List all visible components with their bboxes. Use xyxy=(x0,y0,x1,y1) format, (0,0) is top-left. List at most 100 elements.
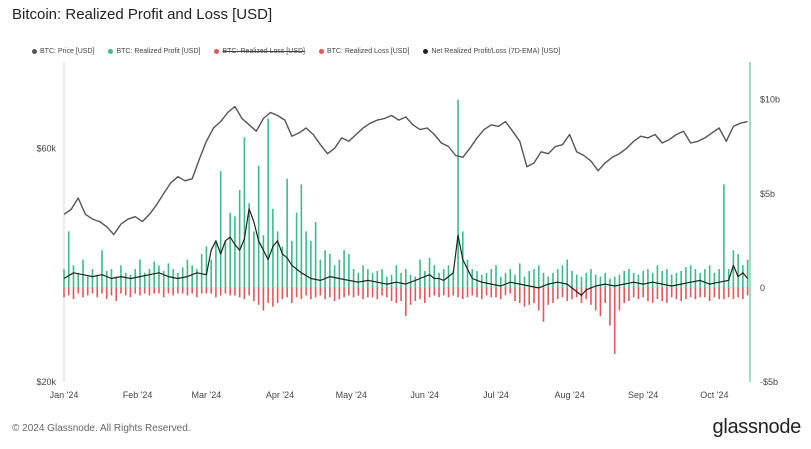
realized-profit-bar xyxy=(333,265,336,288)
legend-dot-icon xyxy=(214,49,220,54)
realized-profit-bar xyxy=(528,270,531,288)
realized-profit-bar xyxy=(134,269,137,288)
realized-loss-bar xyxy=(594,287,597,311)
realized-profit-bar xyxy=(386,276,388,288)
realized-loss-bar xyxy=(286,287,288,298)
realized-profit-bar xyxy=(314,222,317,288)
realized-profit-bar xyxy=(262,235,265,288)
realized-profit-bar xyxy=(115,276,118,288)
realized-profit-bar xyxy=(533,269,535,288)
realized-loss-bar xyxy=(623,287,625,303)
realized-loss-bar xyxy=(632,287,635,298)
realized-loss-bar xyxy=(518,287,521,303)
realized-loss-bar xyxy=(685,287,687,300)
realized-loss-bar xyxy=(200,287,203,294)
realized-loss-bar xyxy=(205,287,208,294)
realized-loss-bar xyxy=(713,287,716,298)
realized-profit-bar xyxy=(253,231,255,288)
realized-loss-bar xyxy=(599,287,602,317)
realized-profit-bar xyxy=(86,276,89,288)
realized-profit-bar xyxy=(371,272,374,288)
legend-item-realized-loss[interactable]: BTC: Realized Loss [USD] xyxy=(318,48,409,55)
realized-loss-bar xyxy=(63,287,65,298)
legend-label: BTC: Price [USD] xyxy=(40,48,95,55)
realized-loss-bar xyxy=(433,287,436,296)
realized-loss-bar xyxy=(148,287,151,296)
realized-loss-bar xyxy=(609,287,611,326)
legend-dot-icon xyxy=(32,49,37,54)
realized-loss-bar xyxy=(694,287,697,300)
realized-loss-bar xyxy=(471,287,474,296)
realized-loss-bar xyxy=(243,287,246,300)
realized-profit-bar xyxy=(376,270,379,288)
realized-profit-bar xyxy=(704,269,706,288)
realized-loss-bar xyxy=(523,287,526,307)
realized-loss-bar xyxy=(742,287,744,300)
legend-item-net-realized[interactable]: Net Realized Profit/Loss (7D-EMA) [USD] xyxy=(423,48,560,55)
legend-item-price[interactable]: BTC: Price [USD] xyxy=(32,48,94,55)
realized-loss-bar xyxy=(215,287,217,298)
realized-loss-bar xyxy=(689,287,692,298)
realized-loss-bar xyxy=(124,287,127,296)
realized-loss-bar xyxy=(480,287,483,300)
realized-profit-bar xyxy=(200,254,203,288)
x-axis-tick-label: Jul '24 xyxy=(483,390,509,400)
realized-loss-bar xyxy=(670,287,673,298)
realized-loss-bar xyxy=(310,287,312,300)
realized-loss-bar xyxy=(452,287,455,296)
realized-loss-bar xyxy=(110,287,113,296)
realized-loss-bar xyxy=(96,287,99,298)
realized-loss-bar xyxy=(158,287,160,294)
realized-loss-bar xyxy=(139,287,141,296)
realized-profit-bar xyxy=(72,265,75,288)
x-axis-tick-label: Feb '24 xyxy=(123,390,153,400)
chart-title: Bitcoin: Realized Profit and Loss [USD] xyxy=(12,6,273,23)
realized-profit-bar xyxy=(305,231,307,288)
realized-loss-bar xyxy=(561,287,564,298)
realized-loss-bar xyxy=(457,287,459,298)
realized-profit-bar xyxy=(514,274,516,288)
realized-profit-bar xyxy=(556,269,559,288)
x-axis-tick-label: Mar '24 xyxy=(192,390,222,400)
realized-loss-bar xyxy=(181,287,184,294)
realized-profit-bar xyxy=(224,240,227,288)
realized-loss-bar xyxy=(490,287,493,298)
realized-loss-bar xyxy=(495,287,497,298)
realized-profit-bar xyxy=(105,270,108,288)
realized-loss-bar xyxy=(376,287,379,300)
realized-loss-bar xyxy=(485,287,488,296)
realized-loss-bar xyxy=(72,287,75,300)
realized-loss-bar xyxy=(442,287,445,296)
realized-loss-bar xyxy=(253,287,255,302)
realized-loss-bar xyxy=(77,287,80,294)
realized-profit-bar xyxy=(267,118,269,288)
x-axis-tick-label: Aug '24 xyxy=(554,390,584,400)
realized-loss-bar xyxy=(718,287,720,300)
realized-profit-bar xyxy=(96,274,99,288)
realized-loss-bar xyxy=(134,287,137,294)
realized-profit-bar xyxy=(647,269,649,288)
realized-loss-bar xyxy=(210,287,212,294)
legend-item-realized-profit[interactable]: BTC: Realized Profit [USD] xyxy=(108,48,200,55)
realized-profit-bar xyxy=(276,231,279,288)
realized-profit-bar xyxy=(219,171,222,288)
realized-loss-bar xyxy=(400,287,402,302)
realized-loss-bar xyxy=(542,287,545,322)
realized-profit-bar xyxy=(77,272,80,288)
realized-profit-bar xyxy=(229,212,231,288)
legend-item-realized-loss-hidden[interactable]: BTC: Realized Loss [USD] xyxy=(214,48,305,55)
realized-loss-bar xyxy=(101,287,103,294)
realized-profit-bar xyxy=(162,270,165,288)
legend-dot-icon xyxy=(423,49,429,54)
realized-profit-bar xyxy=(509,269,512,288)
realized-loss-bar xyxy=(291,287,293,303)
realized-profit-bar xyxy=(238,190,241,288)
realized-profit-bar xyxy=(670,274,673,288)
realized-loss-bar xyxy=(737,287,739,298)
realized-profit-bar xyxy=(476,270,478,288)
realized-loss-bar xyxy=(224,287,227,294)
realized-profit-bar xyxy=(442,269,445,288)
realized-loss-bar xyxy=(324,287,326,300)
realized-loss-bar xyxy=(414,287,417,302)
